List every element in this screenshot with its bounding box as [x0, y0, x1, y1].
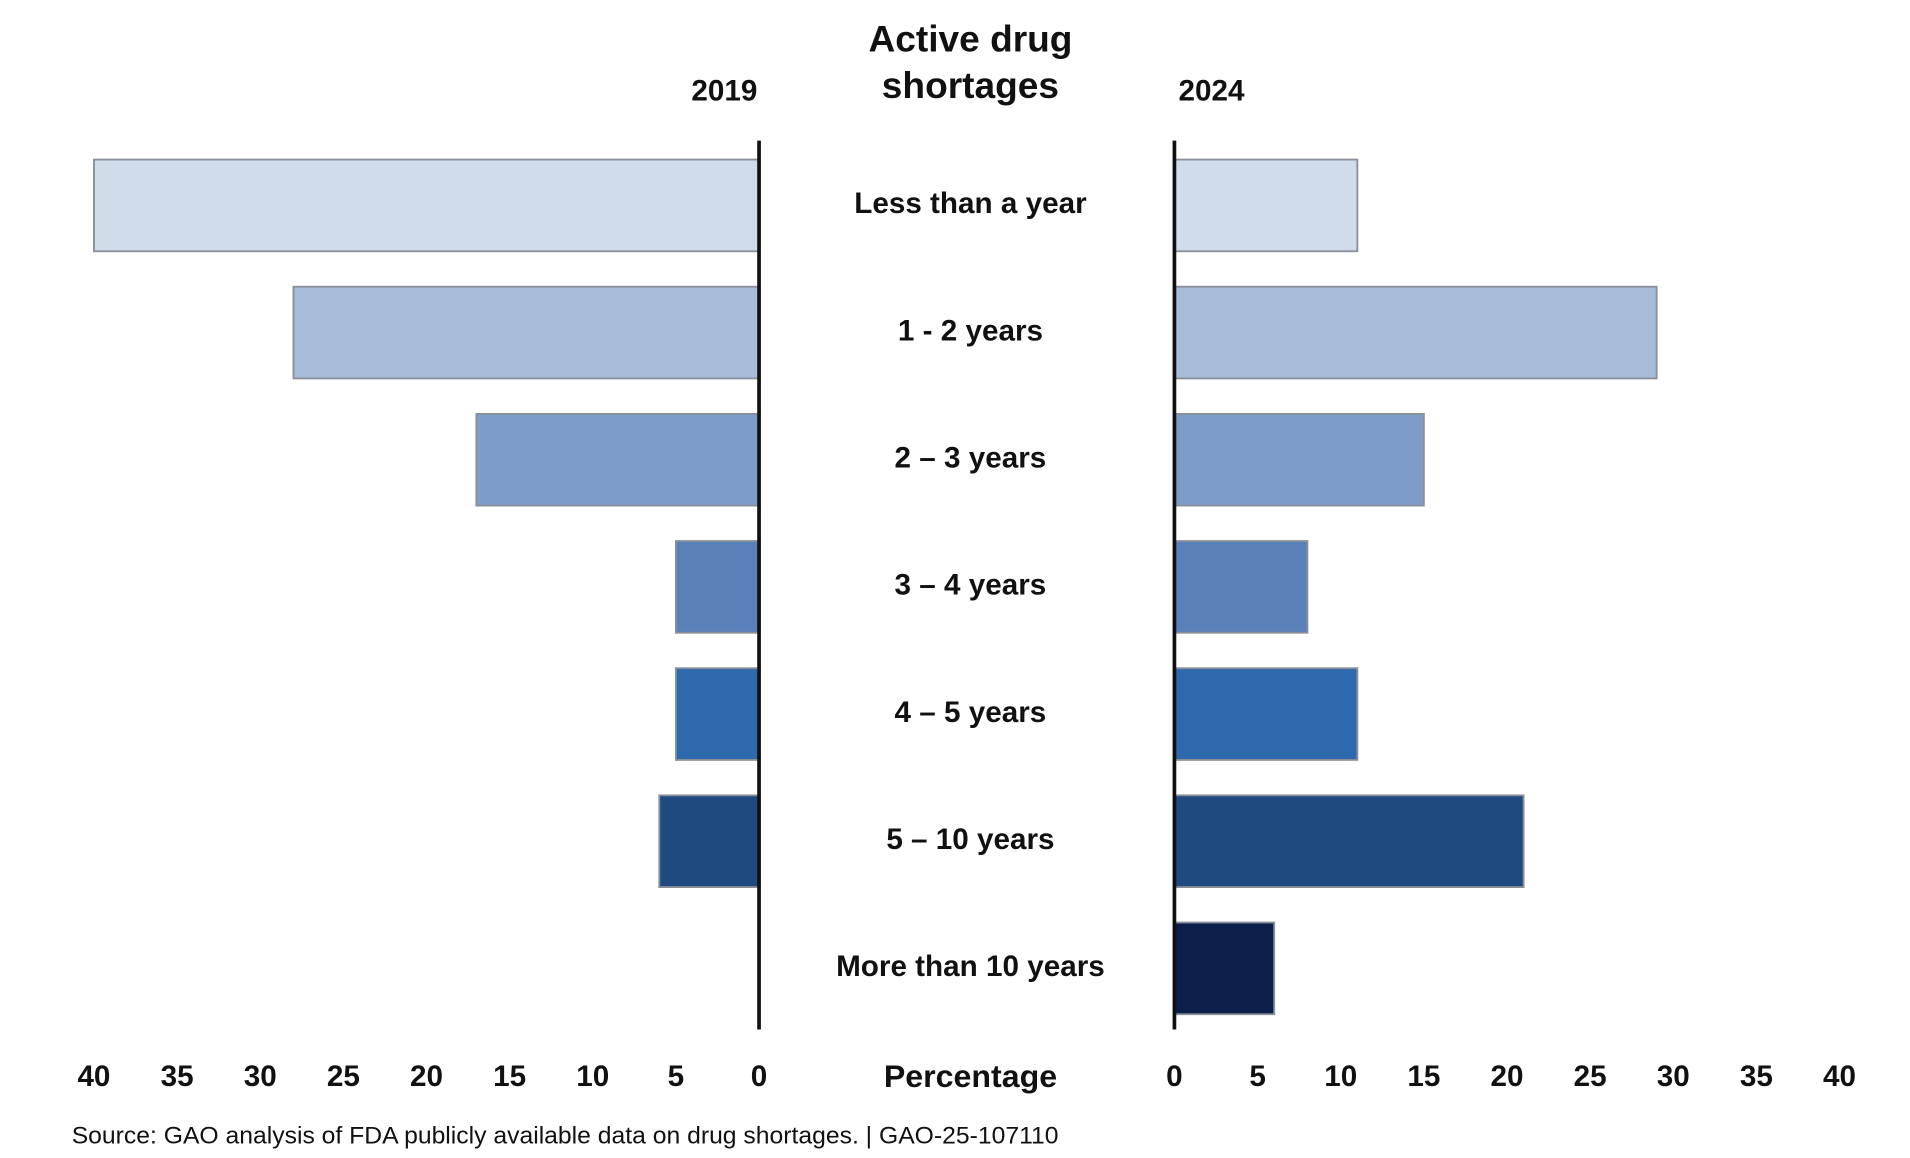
x-tick-label: 25: [327, 1060, 360, 1093]
bar: [1173, 158, 1359, 253]
bar: [1173, 667, 1359, 761]
bar: [674, 667, 760, 761]
category-label: 3 – 4 years: [895, 569, 1047, 602]
bar: [1173, 921, 1276, 1016]
x-tick-label: 35: [161, 1060, 194, 1093]
bar: [1173, 540, 1309, 634]
title-box: Active drug shortages: [868, 19, 1073, 107]
x-tick-label: 5: [668, 1060, 685, 1093]
series-label: 2024: [1179, 75, 1246, 108]
x-tick-label: 20: [410, 1060, 443, 1093]
series-label: 2019: [691, 75, 757, 108]
x-tick-label: 0: [1166, 1060, 1183, 1093]
x-tick-label: 40: [77, 1060, 110, 1093]
chart-title: Active drug shortages: [868, 19, 1073, 107]
x-tick-label: 15: [1407, 1060, 1440, 1093]
x-tick-label: 30: [244, 1060, 277, 1093]
category-label: 4 – 5 years: [895, 696, 1047, 729]
x-tick-label: 10: [1324, 1060, 1357, 1093]
bar: [658, 794, 760, 888]
x-tick-label: 0: [751, 1060, 768, 1093]
category-label: 1 - 2 years: [898, 314, 1043, 347]
x-tick-label: 10: [576, 1060, 609, 1093]
x-tick-label: 20: [1490, 1060, 1523, 1093]
bar: [1173, 412, 1425, 507]
category-label: More than 10 years: [836, 950, 1105, 983]
source-note: Source: GAO analysis of FDA publicly ava…: [72, 1123, 1059, 1150]
x-tick-label: 5: [1249, 1060, 1266, 1093]
bar: [1173, 794, 1525, 888]
bar: [93, 158, 760, 253]
x-tick-label: 35: [1740, 1060, 1773, 1093]
bar: [1173, 285, 1658, 380]
category-label: Less than a year: [854, 187, 1087, 220]
bar: [674, 540, 760, 634]
category-label: 5 – 10 years: [886, 823, 1054, 856]
x-tick-label: 15: [493, 1060, 526, 1093]
x-axis-label: Percentage: [884, 1058, 1057, 1094]
x-tick-label: 30: [1657, 1060, 1690, 1093]
bar: [292, 285, 760, 380]
x-tick-label: 40: [1823, 1060, 1856, 1093]
category-label: 2 – 3 years: [895, 442, 1047, 475]
x-tick-label: 25: [1574, 1060, 1607, 1093]
bar: [475, 412, 760, 507]
